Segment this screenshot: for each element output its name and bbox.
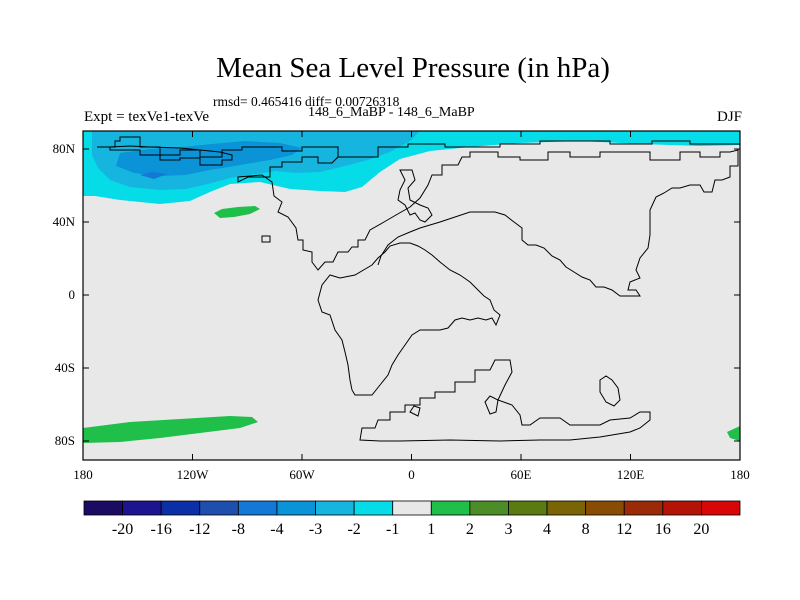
colorbar-box (508, 500, 548, 516)
colorbar-box (199, 500, 239, 516)
lon-label-180w: 180 (73, 467, 93, 482)
contour-deep-blue (140, 172, 167, 179)
colorbar-label: 1 (427, 521, 435, 538)
colorbar-box (701, 500, 741, 516)
colorbar-box (237, 500, 278, 516)
coastline-island-b (484, 395, 499, 415)
lon-label-120w: 120W (177, 467, 210, 482)
colorbar-label: -3 (309, 521, 322, 538)
colorbar-labels: -20 -16 -12 -8 -4 -3 -2 -1 1 2 3 4 8 12 16 20 (112, 521, 709, 538)
colorbar-label: -20 (112, 521, 133, 538)
coastline-island-c (409, 405, 421, 417)
colorbar-box (392, 500, 432, 516)
map-field (83, 131, 740, 460)
contour-green-south (83, 416, 258, 443)
colorbar-box (469, 500, 509, 516)
colorbar-box (122, 500, 162, 516)
colorbar-box (353, 500, 394, 516)
colorbar-label: -8 (232, 521, 245, 538)
lon-label-120e: 120E (617, 467, 645, 482)
lat-tick-marks (83, 148, 740, 442)
colorbar-box (585, 500, 625, 516)
season-label: DJF (716, 109, 742, 125)
colorbar-box (430, 500, 471, 516)
lon-axis: 180 120W 60W 0 60E 120E 180 (73, 131, 750, 482)
coastline-antarctica (359, 359, 651, 442)
lon-label-0: 0 (408, 467, 415, 482)
colorbar-label: -12 (189, 521, 210, 538)
lon-tick-marks (82, 131, 741, 460)
colorbar-label: 12 (616, 521, 632, 538)
colorbar-label: -1 (386, 521, 399, 538)
chart-title: Mean Sea Level Pressure (in hPa) (216, 52, 610, 84)
colorbar-label: 16 (655, 521, 671, 538)
colorbar-box (662, 500, 702, 516)
colorbar-box (160, 500, 201, 516)
coastline-africa (317, 242, 501, 396)
colorbar (83, 500, 741, 516)
coastline-scandinavia (397, 169, 433, 223)
colorbar-label: -2 (347, 521, 360, 538)
contour-green-north (214, 206, 260, 218)
lon-label-60w: 60W (289, 467, 315, 482)
colorbar-label: -16 (151, 521, 172, 538)
colorbar-label: 8 (582, 521, 590, 538)
experiment-label: Expt = texVe1-texVe (84, 109, 210, 125)
colorbar-label: 2 (466, 521, 474, 538)
lat-label-40s: 40S (55, 360, 75, 375)
colorbar-label: 4 (543, 521, 551, 538)
contour-dark-blue (116, 141, 302, 176)
contour-green-east (727, 426, 740, 441)
runs-label: 148_6_MaBP - 148_6_MaBP (308, 105, 475, 120)
lon-label-180e: 180 (730, 467, 750, 482)
lat-axis: 80N 40N 0 40S 80S (53, 141, 740, 448)
colorbar-box (315, 500, 355, 516)
colorbar-label: 3 (504, 521, 512, 538)
colorbar-box (276, 500, 316, 516)
stats-label: rmsd= 0.465416 diff= 0.00726318 (213, 94, 400, 109)
lat-label-0: 0 (69, 287, 76, 302)
colorbar-box (546, 500, 587, 516)
coastlines (97, 136, 740, 442)
coastline-eurasia (237, 149, 739, 297)
colorbar-box (623, 500, 664, 516)
coastline-alaska (261, 235, 271, 243)
lat-label-80n: 80N (53, 141, 76, 156)
lon-label-60e: 60E (511, 467, 532, 482)
coastline-greenland (109, 145, 233, 166)
colorbar-label: 20 (693, 521, 709, 538)
colorbar-box (83, 500, 123, 516)
coastline-island-a (599, 375, 621, 407)
lat-label-80s: 80S (55, 433, 75, 448)
colorbar-label: -4 (270, 521, 283, 538)
lat-label-40n: 40N (53, 214, 76, 229)
